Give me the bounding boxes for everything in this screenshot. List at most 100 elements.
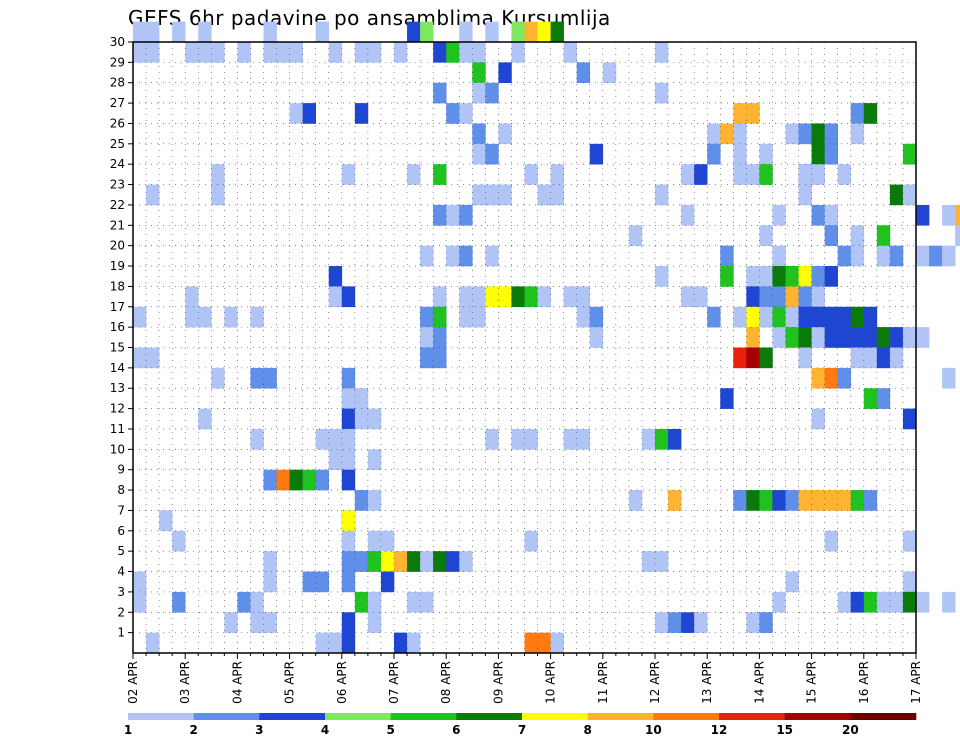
heatmap-cell [198,408,212,430]
heatmap-cell [354,408,369,430]
heatmap-cell [811,164,825,185]
heatmap-cell [589,327,604,348]
heatmap-cell [341,367,356,389]
heatmap-cell [433,306,447,328]
heatmap-cell [211,184,225,206]
heatmap-cell [289,42,303,63]
heatmap-cell [367,612,382,633]
y-tick-label: 4 [117,565,125,579]
heatmap-cell [785,571,799,593]
heatmap-cell [733,347,747,369]
heatmap-cell [850,245,865,267]
y-tick-label: 21 [110,218,125,232]
heatmap-cell [511,21,525,43]
heatmap-cell [524,164,538,185]
heatmap-cell [824,367,838,389]
heatmap-cell [850,490,865,511]
heatmap-cell [902,408,917,430]
heatmap-cell [524,21,538,43]
heatmap-cell [655,428,669,450]
x-tick-label: 03 APR [178,661,192,704]
heatmap-cell [772,266,786,287]
heatmap-cell [315,469,330,491]
heatmap-cell [863,490,878,511]
heatmap-cell [707,143,721,165]
heatmap-cell [367,490,382,511]
heatmap-cell [746,327,760,348]
heatmap-cell [694,164,708,185]
heatmap-cell [759,225,773,246]
heatmap-cell [863,347,878,369]
heatmap-cell [798,286,812,308]
heatmap-cell [811,143,825,165]
y-tick-label: 18 [110,279,125,293]
heatmap-cell [707,123,721,145]
y-tick-label: 14 [110,361,125,375]
heatmap-cell [367,408,382,430]
heatmap-cell [250,591,264,613]
heatmap-cell [485,21,499,43]
heatmap-cell [785,286,799,308]
y-tick-label: 16 [110,320,125,334]
heatmap-cell [759,490,773,511]
heatmap-cell [446,551,460,572]
heatmap-cell [185,42,199,63]
x-tick-label: 08 APR [439,661,453,704]
heatmap-cell [824,204,838,226]
heatmap-cell [459,551,473,572]
heatmap-cell [354,551,369,572]
heatmap-cell [811,490,825,511]
legend-label: 3 [255,723,263,737]
heatmap-cell [746,306,760,328]
y-tick-label: 10 [110,442,125,456]
y-tick-label: 27 [110,96,125,110]
heatmap-cell [341,632,356,654]
heatmap-cell [785,327,799,348]
heatmap-cell [472,286,486,308]
heatmap-cell [798,164,812,185]
heatmap-cell [576,286,591,308]
heatmap-cell [811,408,825,430]
heatmap-cell [824,530,838,552]
heatmap-cell [811,123,825,145]
heatmap-cell [824,266,838,287]
heatmap-cell [589,306,604,328]
heatmap-cell [824,490,838,511]
heatmap-cell [785,266,799,287]
heatmap-cell [459,103,473,124]
x-tick-label: 09 APR [491,661,505,704]
heatmap-cell [394,42,408,63]
x-tick-label: 04 APR [230,661,244,704]
heatmap-cell [798,327,812,348]
heatmap-cell [420,591,434,613]
heatmap-cell [185,286,199,308]
x-tick-label: 13 APR [700,661,714,704]
heatmap-cell [563,286,577,308]
heatmap-cell [720,123,734,145]
heatmap-cell [837,367,852,389]
heatmap-cell [798,347,812,369]
y-tick-label: 2 [117,605,125,619]
heatmap-cell [524,530,538,552]
legend-swatch [259,713,326,720]
heatmap-cell [811,266,825,287]
heatmap-cell [485,428,499,450]
heatmap-cell [733,164,747,185]
x-tick-label: 02 APR [126,661,140,704]
heatmap-cell [785,123,799,145]
heatmap-cell [133,42,147,63]
y-tick-label: 26 [110,116,125,130]
heatmap-cell [498,184,512,206]
heatmap-cell [694,286,708,308]
heatmap-cell [772,327,786,348]
heatmap-cell [759,306,773,328]
heatmap-cell [433,164,447,185]
heatmap-cell [850,123,865,145]
heatmap-cell [459,21,473,43]
heatmap-cell [341,510,356,532]
heatmap-cell [341,286,356,308]
heatmap-cell [511,428,525,450]
heatmap-cell [211,164,225,185]
legend-label: 4 [321,723,329,737]
heatmap-cell [746,347,760,369]
